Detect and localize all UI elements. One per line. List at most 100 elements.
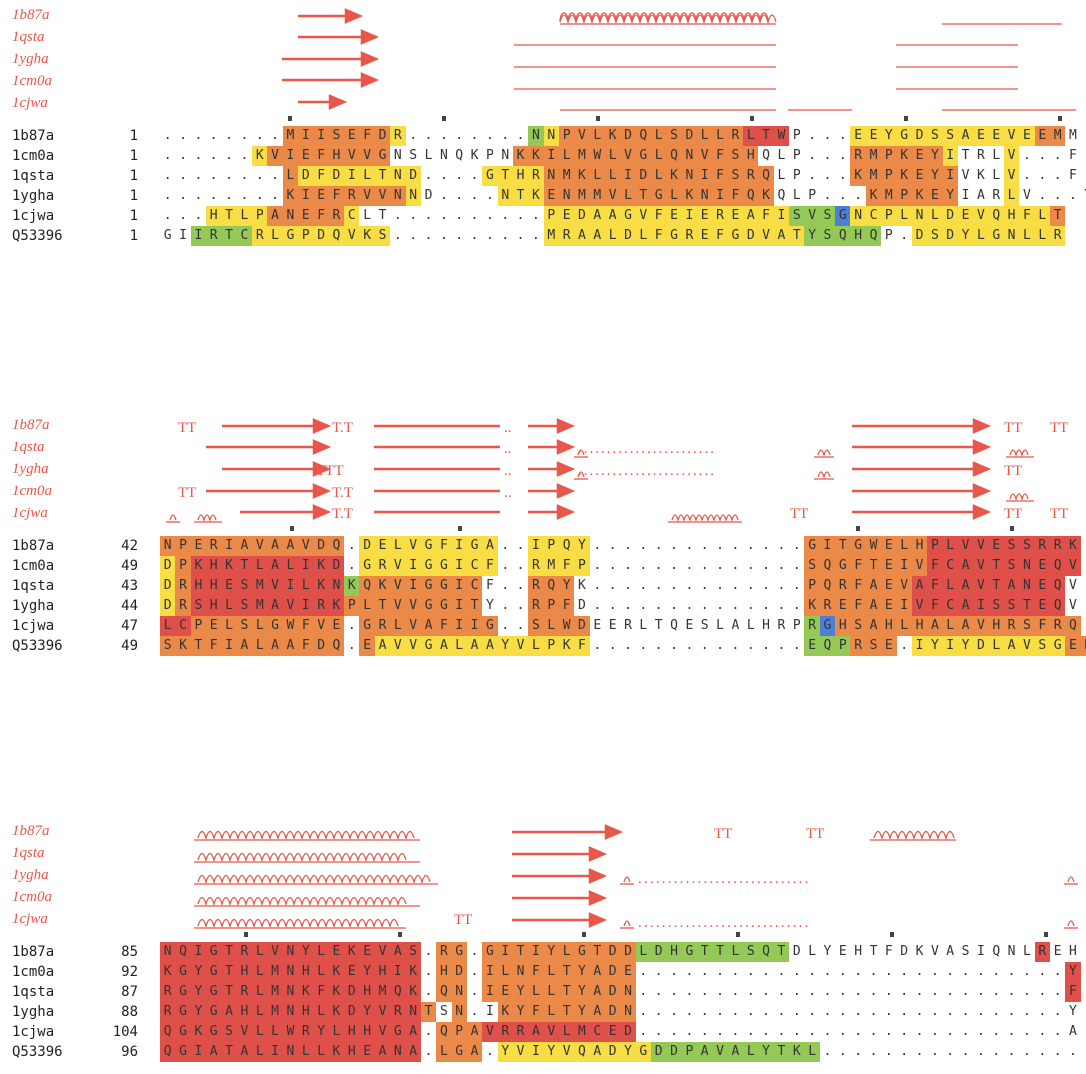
- residue: .: [823, 1024, 832, 1039]
- residue: .: [946, 1004, 955, 1019]
- residue: D: [604, 962, 621, 982]
- residue: P: [543, 536, 559, 556]
- residue: G: [482, 616, 498, 636]
- residue: H: [344, 1042, 360, 1062]
- residue: L: [252, 982, 268, 1002]
- residue: .: [501, 558, 510, 573]
- svg-text:TT: TT: [1004, 463, 1022, 479]
- residue: A: [466, 1022, 483, 1042]
- residue: A: [957, 576, 974, 596]
- residue: I: [179, 228, 187, 243]
- residue: F: [485, 578, 494, 593]
- residue: .: [1053, 984, 1062, 999]
- residue: H: [666, 942, 682, 962]
- residue: .: [624, 598, 632, 613]
- residue: G: [163, 228, 172, 243]
- residue: F: [206, 636, 222, 656]
- residue: P: [881, 166, 897, 186]
- residue: F: [298, 616, 314, 636]
- residue: E: [957, 206, 974, 226]
- residue: T: [773, 1042, 790, 1062]
- residue: E: [374, 536, 391, 556]
- residue: V: [973, 576, 989, 596]
- residue: K: [344, 576, 360, 596]
- residue: .: [777, 538, 786, 553]
- residue: T: [654, 618, 663, 633]
- residue: S: [743, 942, 759, 962]
- residue: .: [1053, 188, 1062, 203]
- residue: S: [1019, 536, 1035, 556]
- residue: S: [221, 1022, 237, 1042]
- residue: .: [1053, 168, 1062, 183]
- ruler-tick: [596, 116, 600, 121]
- residue: E: [298, 146, 314, 166]
- residue: V: [252, 536, 268, 556]
- residue: .: [347, 538, 356, 553]
- residue: K: [911, 186, 928, 206]
- residue: G: [206, 1022, 222, 1042]
- residue: V: [236, 1022, 253, 1042]
- residue: C: [865, 206, 882, 226]
- residue: D: [620, 942, 636, 962]
- residue: .: [762, 1004, 770, 1019]
- residue: V: [482, 1022, 498, 1042]
- residue: I: [482, 982, 498, 1002]
- residue: D: [313, 636, 329, 656]
- residue: M: [282, 126, 299, 146]
- residue: V: [390, 576, 406, 596]
- sequence-name: 1cm0a: [12, 558, 55, 574]
- residue: .: [808, 128, 817, 143]
- residue: T: [1019, 596, 1035, 616]
- residue: P: [543, 206, 559, 226]
- residue: .: [946, 984, 955, 999]
- residue: .: [654, 538, 663, 553]
- residue: .: [915, 984, 924, 999]
- sequence-name: 1b87a: [12, 538, 55, 554]
- residue: .: [838, 984, 847, 999]
- svg-text:T.T: T.T: [332, 485, 353, 501]
- residue: V: [635, 206, 651, 226]
- residue: Q: [160, 1022, 176, 1042]
- residue: E: [911, 146, 928, 166]
- sequence-start: 49: [121, 638, 138, 654]
- residue: P: [451, 1022, 467, 1042]
- residue: .: [1023, 1024, 1031, 1039]
- residue: T: [221, 1042, 237, 1062]
- residue: P: [792, 148, 801, 163]
- residue: .: [347, 618, 356, 633]
- residue: Q: [1065, 616, 1081, 636]
- residue: L: [543, 616, 559, 636]
- residue: K: [896, 146, 912, 166]
- residue: L: [927, 206, 943, 226]
- residue: I: [298, 186, 314, 206]
- residue: S: [819, 226, 836, 246]
- residue: .: [777, 1004, 786, 1019]
- residue: R: [175, 576, 191, 596]
- residue: .: [930, 984, 939, 999]
- residue: .: [424, 208, 433, 223]
- residue: C: [942, 556, 958, 576]
- ss-label: 1cm0a: [12, 483, 52, 499]
- residue: P: [881, 146, 897, 166]
- residue: .: [209, 128, 218, 143]
- residue: E: [1034, 576, 1050, 596]
- residue: .: [439, 228, 448, 243]
- residue: A: [589, 1042, 605, 1062]
- residue: A: [743, 206, 759, 226]
- residue: L: [221, 596, 237, 616]
- residue: R: [1049, 536, 1066, 556]
- residue: Q: [328, 536, 345, 556]
- residue: .: [900, 1004, 909, 1019]
- residue: F: [436, 616, 452, 636]
- residue: K: [221, 556, 237, 576]
- residue: .: [1023, 168, 1031, 183]
- residue: .: [946, 1044, 955, 1059]
- residue: T: [773, 942, 790, 962]
- residue: .: [946, 964, 955, 979]
- svg-text:TT: TT: [1004, 506, 1022, 522]
- residue: .: [823, 1044, 832, 1059]
- residue: P: [190, 616, 207, 636]
- residue: .: [593, 558, 602, 573]
- residue: .: [869, 964, 878, 979]
- residue: A: [236, 636, 253, 656]
